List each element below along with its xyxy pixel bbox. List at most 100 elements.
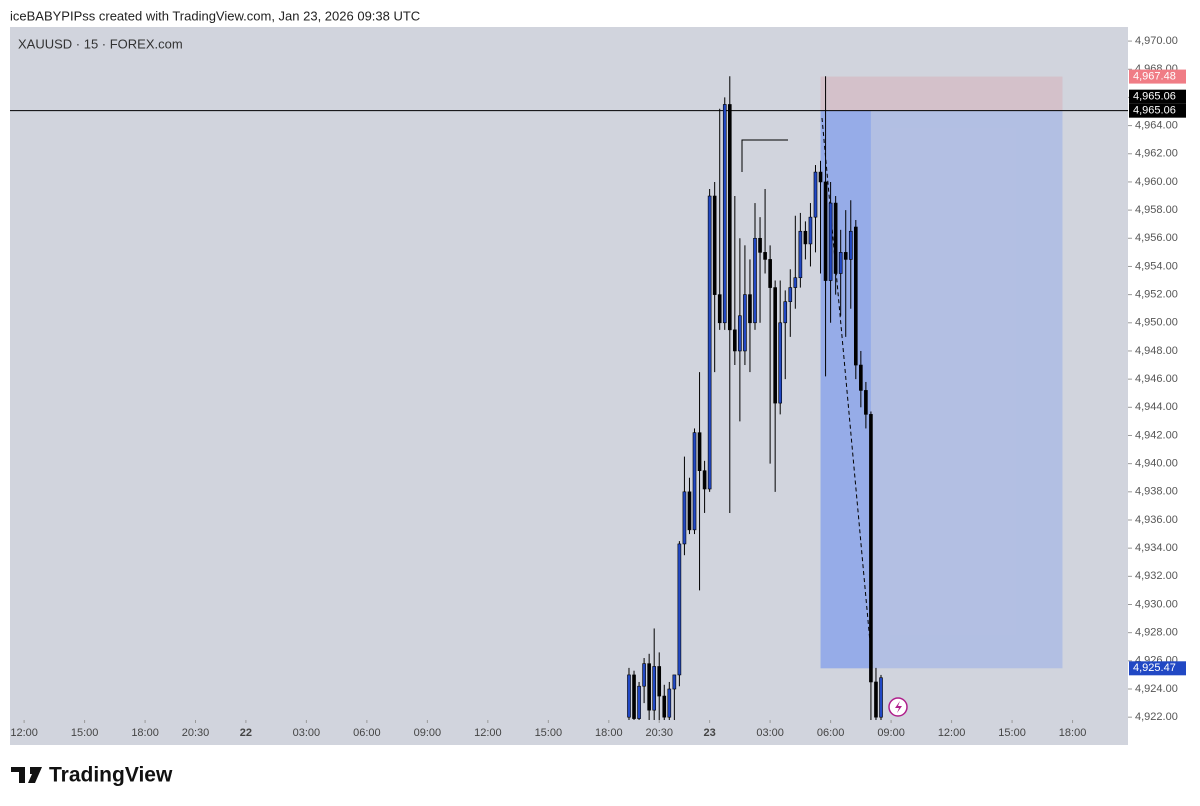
candle-body bbox=[637, 685, 641, 719]
y-tick-label: 4,964.00 bbox=[1135, 120, 1178, 132]
logo-text: TradingView bbox=[49, 764, 173, 787]
y-tick-label: 4,958.00 bbox=[1135, 204, 1178, 216]
x-tick-label: 15:00 bbox=[998, 727, 1026, 739]
candle-body bbox=[848, 230, 853, 260]
candle-body bbox=[677, 543, 682, 676]
price-label: 4,965.06 bbox=[1133, 91, 1176, 103]
x-tick-label: 20:30 bbox=[182, 727, 210, 739]
x-tick-label: 18:00 bbox=[1059, 727, 1087, 739]
candle-body bbox=[773, 287, 777, 404]
y-tick-label: 4,952.00 bbox=[1135, 289, 1178, 301]
price-label: 4,965.06 bbox=[1133, 105, 1176, 117]
y-tick-label: 4,930.00 bbox=[1135, 598, 1178, 610]
x-tick-label: 12:00 bbox=[10, 727, 38, 739]
drawing-bracket bbox=[741, 139, 788, 172]
candle-body bbox=[738, 315, 742, 352]
candle-body bbox=[692, 432, 697, 531]
candle-body bbox=[808, 216, 813, 245]
candle-body bbox=[818, 171, 823, 183]
candle-body bbox=[652, 666, 656, 711]
candle-body bbox=[763, 252, 767, 260]
x-tick-label: 12:00 bbox=[938, 727, 966, 739]
candle-body bbox=[722, 104, 727, 324]
candle-body bbox=[838, 252, 843, 274]
y-tick-label: 4,946.00 bbox=[1135, 373, 1178, 385]
x-tick-label: 09:00 bbox=[877, 727, 905, 739]
x-tick-label: 06:00 bbox=[353, 727, 381, 739]
price-label-bg bbox=[1129, 69, 1186, 84]
candle-body bbox=[793, 277, 798, 288]
candle-body bbox=[758, 237, 762, 253]
candle-body bbox=[869, 414, 873, 683]
candle-body bbox=[717, 294, 722, 324]
candle-body bbox=[727, 104, 732, 331]
y-tick-label: 4,936.00 bbox=[1135, 514, 1178, 526]
x-tick-label: 06:00 bbox=[817, 727, 845, 739]
candle-body bbox=[682, 491, 687, 545]
plot-background bbox=[10, 27, 1128, 745]
x-tick-label: 12:00 bbox=[474, 727, 502, 739]
candle-body bbox=[733, 329, 737, 352]
x-tick-label: 22 bbox=[240, 727, 252, 739]
candle-body bbox=[833, 202, 838, 274]
y-tick-label: 4,954.00 bbox=[1135, 260, 1178, 272]
candle-body bbox=[657, 666, 662, 697]
candle-body bbox=[632, 674, 636, 719]
candle-body bbox=[864, 390, 868, 415]
y-tick-label: 4,934.00 bbox=[1135, 542, 1178, 554]
labels: 4,922.004,924.004,926.004,928.004,930.00… bbox=[10, 35, 1186, 739]
y-tick-label: 4,922.00 bbox=[1135, 711, 1178, 723]
y-tick-label: 4,924.00 bbox=[1135, 683, 1178, 695]
candle-body bbox=[879, 677, 883, 718]
y-tick-label: 4,938.00 bbox=[1135, 486, 1178, 498]
candle-body bbox=[662, 695, 667, 718]
x-tick-label: 09:00 bbox=[414, 727, 442, 739]
x-tick-label: 03:00 bbox=[293, 727, 321, 739]
y-tick-label: 4,960.00 bbox=[1135, 176, 1178, 188]
candle-body bbox=[798, 230, 803, 279]
symbol-title: XAUUSD · 15 · FOREX.com bbox=[18, 36, 183, 51]
y-tick-label: 4,962.00 bbox=[1135, 148, 1178, 160]
candle-body bbox=[712, 195, 717, 295]
candle-body bbox=[768, 259, 772, 288]
candle-body bbox=[707, 195, 712, 490]
alert-bolt bbox=[895, 701, 902, 713]
candle-body bbox=[828, 202, 833, 281]
candle-body bbox=[823, 181, 828, 281]
y-tick-label: 4,956.00 bbox=[1135, 232, 1178, 244]
y-tick-label: 4,928.00 bbox=[1135, 627, 1178, 639]
candle-body bbox=[627, 674, 631, 718]
candle-body bbox=[843, 252, 848, 260]
candle-body bbox=[702, 470, 707, 490]
logo: TradingView bbox=[11, 764, 173, 787]
price-label-bg bbox=[1129, 89, 1186, 104]
header-text: iceBABYPIPss created with TradingView.co… bbox=[10, 8, 420, 23]
price-label: 4,967.48 bbox=[1133, 70, 1176, 82]
x-tick-label: 15:00 bbox=[71, 727, 99, 739]
y-tick-label: 4,944.00 bbox=[1135, 401, 1178, 413]
price-label-bg bbox=[1129, 661, 1186, 676]
x-tick-label: 03:00 bbox=[756, 727, 784, 739]
x-tick-label: 18:00 bbox=[131, 727, 159, 739]
y-tick-label: 4,942.00 bbox=[1135, 429, 1178, 441]
candle-body bbox=[743, 294, 747, 352]
logo-icon bbox=[11, 767, 42, 783]
candle-body bbox=[697, 432, 702, 471]
y-tick-label: 4,932.00 bbox=[1135, 570, 1178, 582]
candle-body bbox=[687, 491, 692, 531]
y-tick-label: 4,950.00 bbox=[1135, 317, 1178, 329]
stop-zone bbox=[820, 76, 1063, 111]
x-tick-label: 23 bbox=[704, 727, 716, 739]
candle-body bbox=[672, 674, 677, 690]
plot-area bbox=[10, 76, 1128, 720]
x-tick-label: 15:00 bbox=[535, 727, 563, 739]
candle-body bbox=[778, 322, 783, 404]
candle-body bbox=[753, 237, 757, 324]
target-zone-filled bbox=[820, 110, 871, 669]
y-tick-label: 4,948.00 bbox=[1135, 345, 1178, 357]
x-tick-label: 20:30 bbox=[645, 727, 673, 739]
price-label: 4,925.47 bbox=[1133, 662, 1176, 674]
candle-body bbox=[813, 171, 818, 218]
candle-body bbox=[803, 230, 808, 245]
